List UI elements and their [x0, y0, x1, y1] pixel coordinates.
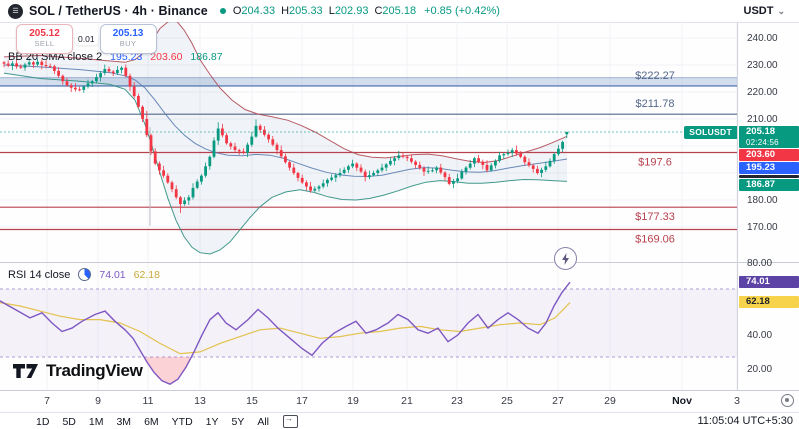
bb-lower-value: 186.87	[190, 51, 223, 63]
spread-value: 0.01	[75, 33, 98, 45]
sell-price: 205.12	[29, 28, 60, 39]
buy-button[interactable]: 205.13 BUY	[99, 24, 157, 54]
tradingview-logo-text: TradingView	[46, 361, 143, 380]
range-1d[interactable]: 1D	[36, 415, 50, 428]
ohlc-o: O204.33	[232, 5, 276, 17]
clock-label[interactable]: 11:05:04 UTC+5:30	[697, 415, 794, 427]
pane-divider[interactable]	[0, 262, 799, 263]
ohlc-l: L202.93	[328, 5, 369, 17]
currency-label: USDT	[743, 5, 774, 17]
rsi-legend-name: RSI 14 close	[8, 268, 71, 281]
bb-legend-name: BB 20 SMA close 2	[8, 51, 103, 63]
sell-label: SELL	[34, 39, 55, 48]
svg-text:$211.78: $211.78	[636, 98, 675, 110]
market-status-dot[interactable]	[219, 8, 226, 14]
time-label: 7	[44, 395, 50, 407]
chevron-down-icon: ⌄	[777, 5, 785, 16]
range-5d[interactable]: 5D	[62, 415, 76, 428]
bb-lower-tag: 186.87	[739, 179, 799, 191]
time-label: 21	[401, 395, 413, 407]
range-3m[interactable]: 3M	[116, 415, 132, 428]
svg-text:$169.06: $169.06	[635, 234, 675, 246]
time-label: 23	[451, 395, 463, 407]
time-label: 11	[142, 395, 154, 407]
price-change: +0.85 (+0.42%)	[424, 5, 500, 17]
range-ytd[interactable]: YTD	[171, 415, 193, 428]
symbol-logo-icon: ☰	[8, 3, 23, 19]
rsi-pane-svg[interactable]	[0, 263, 737, 390]
rsi-tick: 40.00	[747, 330, 773, 341]
time-axis-border	[0, 390, 799, 391]
time-axis[interactable]: 7 9 11 13 15 17 19 21 23 25 27 29 Nov 3	[0, 391, 740, 412]
rsi-ma-value: 62.18	[133, 268, 160, 281]
price-tick: 210.00	[747, 114, 778, 125]
go-to-date-icon[interactable]	[283, 414, 299, 428]
symbol-title[interactable]: SOL / TetherUS · 4h · Binance	[29, 4, 208, 18]
range-6m[interactable]: 6M	[144, 415, 159, 428]
ohlc-h: H205.33	[281, 5, 323, 17]
currency-toggle[interactable]: USDT ⌄	[744, 0, 786, 22]
bb-legend[interactable]: BB 20 SMA close 2 195.23 203.60 186.87	[8, 51, 223, 63]
rsi-timer-icon[interactable]	[78, 268, 92, 281]
bb-upper-tag: 203.60	[739, 149, 799, 161]
chart-header: ☰ SOL / TetherUS · 4h · Binance O204.33 H…	[0, 0, 799, 23]
rsi-value: 74.01	[99, 268, 126, 281]
order-panel: 205.12 SELL 0.01 205.13 BUY	[16, 24, 157, 54]
price-tick: 180.00	[747, 195, 778, 206]
time-label: 3	[734, 395, 740, 407]
time-label: 29	[604, 395, 616, 407]
svg-text:$197.6: $197.6	[638, 157, 672, 169]
tradingview-mark-icon	[13, 364, 38, 378]
price-tick: 230.00	[747, 60, 778, 71]
bottom-toolbar: 1D 5D 1M 3M 6M YTD 1Y 5Y All 11:05:04 UTC+5:30	[0, 412, 799, 429]
symbol-price-chip: SOLUSDT	[684, 126, 737, 139]
range-all[interactable]: All	[257, 415, 270, 428]
range-1y[interactable]: 1Y	[205, 415, 219, 428]
rsi-legend[interactable]: RSI 14 close 74.01 62.18	[8, 268, 160, 281]
buy-price: 205.13	[112, 28, 144, 39]
time-label: 17	[296, 395, 308, 407]
lightning-alert-button[interactable]	[554, 247, 577, 270]
tradingview-logo[interactable]: TradingView	[12, 361, 143, 381]
time-label: 9	[95, 395, 101, 407]
ohlc-values: O204.33 H205.33 L202.93 C205.18 +0.85 (+0.42…	[233, 5, 500, 17]
rsi-value-tag: 74.01	[739, 276, 799, 288]
time-label: 13	[194, 395, 206, 407]
svg-text:$222.27: $222.27	[635, 70, 675, 82]
main-chart-svg[interactable]: $222.27 $211.78 $197.6 $177.33 $169.06	[0, 22, 737, 262]
price-tick: 170.00	[747, 222, 778, 233]
lightning-icon	[562, 252, 569, 265]
range-5y[interactable]: 5Y	[231, 415, 245, 428]
bb-basis-tag: 195.23	[739, 162, 799, 174]
time-label: Nov	[672, 395, 692, 407]
rsi-tick: 80.00	[747, 258, 773, 269]
sell-button[interactable]: 205.12 SELL	[16, 24, 73, 54]
price-scale[interactable]: 240.00 230.00 220.00 210.00 180.00 170.00 80.0…	[737, 22, 799, 390]
scroll-to-recent-icon[interactable]	[781, 394, 794, 407]
bb-upper-value: 203.60	[150, 51, 183, 63]
rsi-tick: 20.00	[747, 364, 773, 375]
range-1m[interactable]: 1M	[88, 415, 104, 428]
time-label: 19	[347, 395, 359, 407]
time-label: 27	[552, 395, 564, 407]
buy-label: BUY	[119, 39, 137, 48]
price-tick: 240.00	[747, 33, 778, 44]
clipped-tag	[739, 175, 799, 178]
price-tick: 220.00	[747, 87, 778, 98]
svg-text:$177.33: $177.33	[635, 211, 675, 223]
range-selector: 1D 5D 1M 3M 6M YTD 1Y 5Y All	[36, 416, 269, 428]
time-label: 15	[246, 395, 258, 407]
bb-basis-value: 195.23	[110, 51, 143, 63]
ohlc-c: C205.18	[374, 5, 417, 17]
rsi-ma-value-tag: 62.18	[739, 296, 799, 308]
time-label: 25	[501, 395, 513, 407]
last-price-tag: 205.18 02:24:56	[739, 126, 799, 148]
